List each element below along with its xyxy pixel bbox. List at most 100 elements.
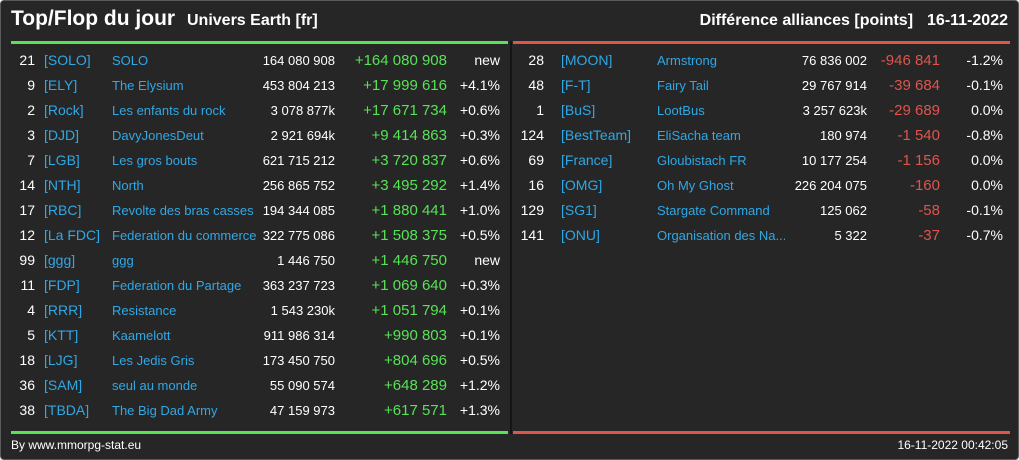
alliance-tag-link[interactable]: [ggg] (44, 252, 76, 268)
alliance-tag-link[interactable]: [ELY] (44, 77, 78, 93)
alliance-name-link[interactable]: Les Jedis Gris (112, 353, 195, 368)
alliance-rank: 1 (536, 102, 544, 118)
universe-label: Univers Earth [fr] (187, 12, 318, 29)
alliance-name-link[interactable]: seul au monde (112, 378, 198, 393)
points-difference: +1 069 640 (371, 277, 448, 294)
percent-change: -1.2% (966, 52, 1003, 68)
alliance-tag-link[interactable]: [Rock] (44, 102, 84, 118)
alliance-name-link[interactable]: Les gros bouts (112, 153, 198, 168)
alliance-name-link[interactable]: The Big Dad Army (112, 403, 218, 418)
alliance-name-link[interactable]: DavyJonesDeut (112, 128, 204, 143)
alliance-points: 621 715 212 (262, 153, 335, 168)
header-date: 16-11-2022 (927, 12, 1008, 29)
alliance-tag-link[interactable]: [BuS] (561, 102, 596, 118)
alliance-tag-link[interactable]: [F-T] (561, 77, 591, 93)
alliance-tag-link[interactable]: [SG1] (561, 202, 597, 218)
points-difference: -1 156 (897, 152, 940, 169)
alliance-name-link[interactable]: Les enfants du rock (112, 103, 226, 118)
alliance-tag-link[interactable]: [SAM] (44, 377, 83, 393)
points-difference: +990 803 (384, 327, 447, 344)
alliance-name-link[interactable]: Federation du Partage (112, 278, 242, 293)
alliance-points: 173 450 750 (262, 353, 335, 368)
percent-change: 0.0% (971, 102, 1003, 118)
percent-change: +1.0% (459, 202, 500, 218)
percent-change: 0.0% (971, 152, 1003, 168)
alliance-tag-link[interactable]: [FDP] (44, 277, 80, 293)
alliance-points: 322 775 086 (262, 228, 335, 243)
alliance-points: 194 344 085 (262, 203, 335, 218)
percent-change: -0.8% (966, 127, 1003, 143)
top-row: 21 [SOLO] SOLO 164 080 908 +164 080 908 new (11, 48, 508, 73)
top-accent-bar-bottom (11, 431, 508, 434)
alliance-name-link[interactable]: Organisation des Na... (657, 228, 785, 243)
panel-divider (510, 41, 512, 434)
alliance-points: 180 974 (820, 128, 867, 143)
alliance-name-link[interactable]: Stargate Command (657, 203, 770, 218)
alliance-rank: 36 (19, 377, 35, 393)
alliance-rank: 21 (19, 52, 35, 68)
points-difference: +1 446 750 (371, 252, 448, 269)
points-difference: -160 (909, 177, 940, 194)
points-difference: -39 684 (889, 77, 940, 94)
alliance-tag-link[interactable]: [ONU] (561, 227, 600, 243)
points-difference: +804 696 (384, 352, 447, 369)
alliance-points: 226 204 075 (794, 178, 867, 193)
percent-change: +4.1% (459, 77, 500, 93)
alliance-name-link[interactable]: Kaamelott (112, 328, 171, 343)
alliance-tag-link[interactable]: [La FDC] (44, 227, 101, 243)
flop-accent-bar (513, 41, 1010, 44)
alliance-rank: 11 (20, 277, 35, 293)
alliance-points: 2 921 694k (270, 128, 335, 143)
top-row: 5 [KTT] Kaamelott 911 986 314 +990 803 +0.1% (11, 323, 508, 348)
alliance-tag-link[interactable]: [BestTeam] (561, 127, 632, 143)
alliance-rank: 38 (19, 402, 35, 418)
alliance-name-link[interactable]: Resistance (112, 303, 177, 318)
alliance-name-link[interactable]: North (112, 178, 144, 193)
percent-change: -0.7% (966, 227, 1003, 243)
alliance-points: 1 543 230k (270, 303, 335, 318)
alliance-name-link[interactable]: Fairy Tail (657, 78, 709, 93)
header-right: Différence alliances [points] 16-11-2022 (700, 12, 1008, 30)
alliance-name-link[interactable]: EliSacha team (657, 128, 741, 143)
alliance-tag-link[interactable]: [LGB] (44, 152, 80, 168)
top-row: 18 [LJG] Les Jedis Gris 173 450 750 +804 696… (11, 348, 508, 373)
alliance-tag-link[interactable]: [France] (561, 152, 613, 168)
footer-timestamp: 16-11-2022 00:42:05 (897, 438, 1008, 452)
alliance-tag-link[interactable]: [DJD] (44, 127, 79, 143)
flop-row: 1 [BuS] LootBus 3 257 623k -29 689 0.0% (513, 98, 1010, 123)
points-difference: -37 (918, 227, 940, 244)
points-difference: +617 571 (384, 402, 447, 419)
alliance-name-link[interactable]: Federation du commerce (112, 228, 257, 243)
alliance-rank: 14 (19, 177, 35, 193)
alliance-name-link[interactable]: SOLO (112, 53, 149, 68)
alliance-name-link[interactable]: Revolte des bras casses (112, 203, 254, 218)
alliance-tag-link[interactable]: [OMG] (561, 177, 603, 193)
alliance-tag-link[interactable]: [LJG] (44, 352, 78, 368)
alliance-name-link[interactable]: Oh My Ghost (657, 178, 734, 193)
percent-change: +0.1% (459, 327, 500, 343)
alliance-tag-link[interactable]: [TBDA] (44, 402, 90, 418)
alliance-tag-link[interactable]: [NTH] (44, 177, 81, 193)
alliance-name-link[interactable]: LootBus (657, 103, 705, 118)
alliance-tag-link[interactable]: [MOON] (561, 52, 613, 68)
alliance-name-link[interactable]: Gloubistach FR (657, 153, 747, 168)
points-difference: -1 540 (897, 127, 940, 144)
alliance-tag-link[interactable]: [RRR] (44, 302, 83, 318)
alliance-tag-link[interactable]: [SOLO] (44, 52, 91, 68)
alliance-tag-link[interactable]: [KTT] (44, 327, 79, 343)
alliance-rank: 18 (19, 352, 35, 368)
alliance-points: 453 804 213 (262, 78, 335, 93)
alliance-points: 164 080 908 (262, 53, 335, 68)
alliance-points: 55 090 574 (269, 378, 335, 393)
alliance-name-link[interactable]: ggg (112, 253, 134, 268)
top-row: 36 [SAM] seul au monde 55 090 574 +648 289 +1… (11, 373, 508, 398)
alliance-rank: 48 (528, 77, 544, 93)
alliance-name-link[interactable]: Armstrong (657, 53, 717, 68)
alliance-name-link[interactable]: The Elysium (112, 78, 184, 93)
flop-row: 16 [OMG] Oh My Ghost 226 204 075 -160 0.0% (513, 173, 1010, 198)
alliance-tag-link[interactable]: [RBC] (44, 202, 82, 218)
alliance-rank: 17 (19, 202, 35, 218)
top-row: 2 [Rock] Les enfants du rock 3 078 877k +17 … (11, 98, 508, 123)
alliance-points: 47 159 973 (269, 403, 335, 418)
card-header: Top/Flop du jour Univers Earth [fr] Diff… (1, 1, 1018, 39)
